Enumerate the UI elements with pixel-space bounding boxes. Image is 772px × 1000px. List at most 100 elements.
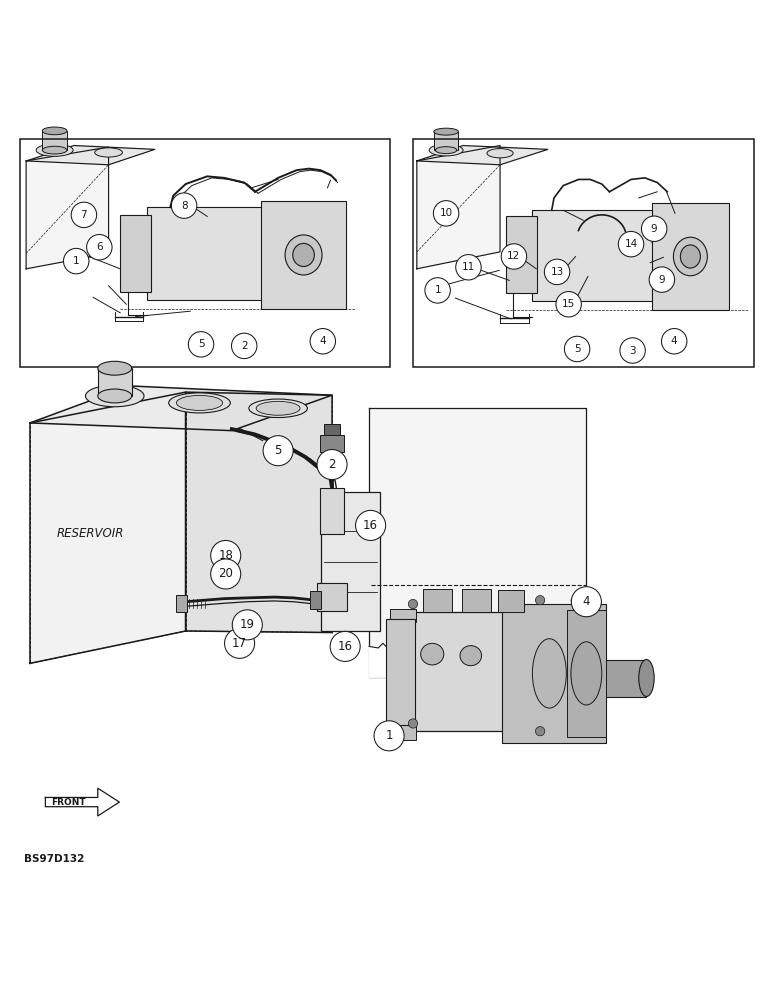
Ellipse shape	[460, 646, 482, 666]
Polygon shape	[30, 392, 185, 663]
Bar	[413, 139, 754, 367]
Text: 6: 6	[96, 242, 103, 252]
Bar	[600, 660, 646, 697]
Circle shape	[455, 255, 481, 280]
Ellipse shape	[256, 401, 300, 415]
Circle shape	[536, 727, 545, 736]
Text: 10: 10	[439, 208, 452, 218]
Circle shape	[225, 628, 255, 658]
Text: 4: 4	[671, 336, 678, 346]
Ellipse shape	[285, 235, 322, 275]
Polygon shape	[46, 788, 120, 816]
Ellipse shape	[421, 643, 444, 665]
Bar	[42, 131, 67, 150]
Polygon shape	[417, 146, 548, 165]
Polygon shape	[369, 408, 587, 677]
Ellipse shape	[95, 148, 123, 157]
Text: 5: 5	[198, 339, 205, 349]
Ellipse shape	[680, 245, 700, 268]
Ellipse shape	[169, 393, 230, 413]
Text: 4: 4	[320, 336, 326, 346]
Bar	[98, 368, 132, 396]
Ellipse shape	[434, 128, 459, 135]
Ellipse shape	[571, 642, 601, 705]
Bar	[434, 132, 459, 150]
Circle shape	[433, 201, 459, 226]
Text: 9: 9	[651, 224, 658, 234]
Circle shape	[232, 333, 257, 359]
Bar	[324, 424, 340, 435]
Text: 2: 2	[241, 341, 248, 351]
Polygon shape	[185, 392, 332, 633]
Bar	[409, 612, 571, 731]
Text: 8: 8	[181, 201, 188, 211]
Text: 7: 7	[80, 210, 87, 220]
Ellipse shape	[249, 399, 307, 418]
Text: RESERVOIR: RESERVOIR	[57, 527, 124, 540]
Text: 11: 11	[462, 262, 475, 272]
Ellipse shape	[533, 639, 567, 708]
Bar	[390, 725, 416, 740]
Text: 5: 5	[274, 444, 282, 457]
Bar	[176, 595, 187, 612]
Circle shape	[642, 216, 667, 241]
Text: 4: 4	[583, 595, 590, 608]
Text: 16: 16	[363, 519, 378, 532]
Ellipse shape	[487, 149, 513, 158]
Bar	[498, 590, 524, 612]
Circle shape	[71, 202, 96, 228]
Circle shape	[544, 259, 570, 285]
Ellipse shape	[98, 389, 132, 403]
Circle shape	[620, 338, 645, 363]
Text: 20: 20	[218, 567, 233, 580]
Ellipse shape	[638, 660, 654, 697]
Circle shape	[649, 267, 675, 292]
Circle shape	[232, 610, 262, 640]
Polygon shape	[369, 642, 432, 677]
Text: 12: 12	[507, 251, 520, 261]
Bar	[20, 139, 390, 367]
Circle shape	[330, 631, 361, 661]
Polygon shape	[417, 146, 500, 269]
Circle shape	[501, 244, 527, 269]
Ellipse shape	[176, 395, 222, 410]
Ellipse shape	[293, 243, 314, 267]
Bar	[386, 619, 415, 725]
Polygon shape	[26, 146, 155, 165]
Text: 14: 14	[625, 239, 638, 249]
Text: 9: 9	[659, 275, 665, 285]
Text: 5: 5	[574, 344, 581, 354]
Text: 1: 1	[73, 256, 80, 266]
Circle shape	[618, 231, 644, 257]
Ellipse shape	[673, 237, 707, 276]
Bar	[390, 609, 416, 622]
Bar	[462, 589, 491, 612]
Text: BS97D132: BS97D132	[24, 854, 84, 864]
Polygon shape	[30, 386, 332, 431]
Polygon shape	[26, 147, 109, 269]
Text: 17: 17	[232, 637, 247, 650]
Text: 16: 16	[337, 640, 353, 653]
Bar	[317, 583, 347, 611]
Bar	[320, 488, 344, 534]
Text: 1: 1	[385, 729, 393, 742]
Text: 2: 2	[328, 458, 336, 471]
Circle shape	[263, 436, 293, 466]
Text: 15: 15	[562, 299, 575, 309]
Bar	[567, 610, 605, 737]
Text: 18: 18	[218, 549, 233, 562]
Text: 1: 1	[435, 285, 441, 295]
Bar	[120, 215, 151, 292]
Circle shape	[211, 540, 241, 571]
Circle shape	[211, 559, 241, 589]
Circle shape	[317, 450, 347, 480]
Ellipse shape	[98, 361, 132, 375]
Circle shape	[63, 248, 89, 274]
Bar	[321, 492, 380, 631]
Circle shape	[310, 329, 336, 354]
Circle shape	[408, 599, 418, 609]
Circle shape	[374, 721, 404, 751]
Ellipse shape	[435, 147, 457, 154]
Ellipse shape	[86, 385, 144, 407]
Text: 19: 19	[240, 618, 255, 631]
